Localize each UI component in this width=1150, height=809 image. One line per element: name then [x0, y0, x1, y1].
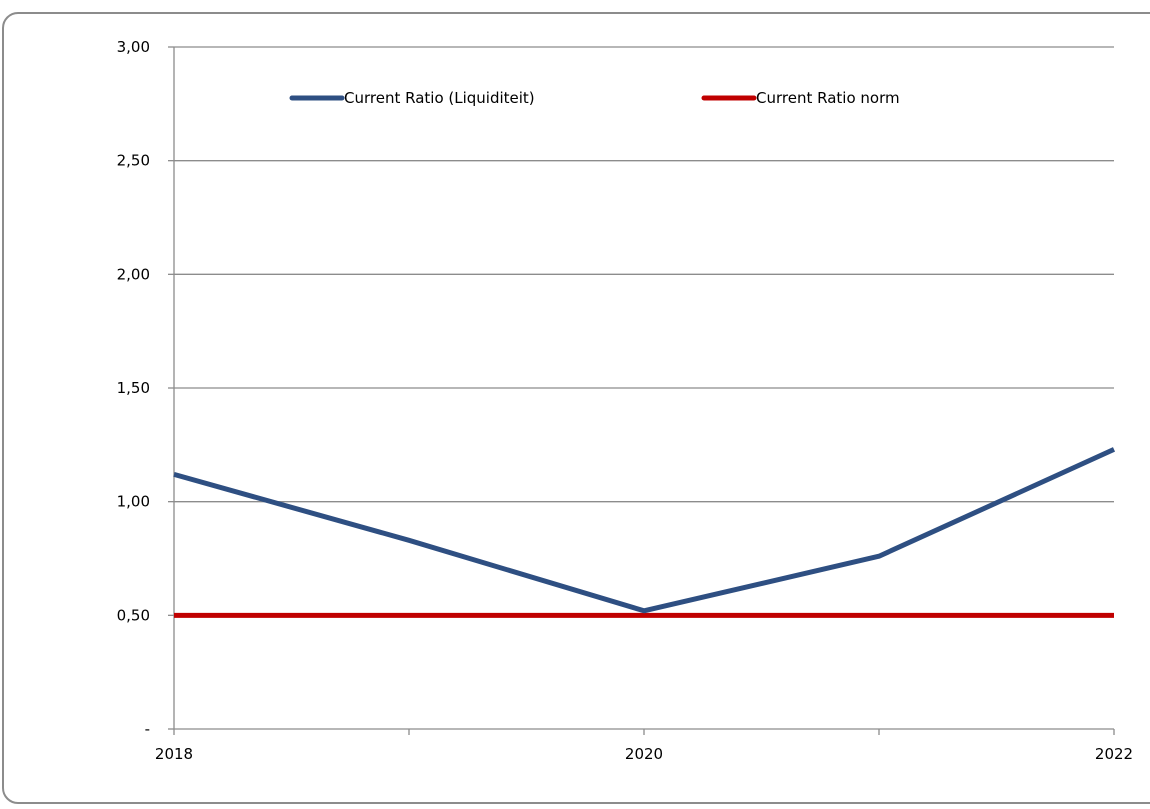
x-tick-label: 2022: [1095, 745, 1133, 763]
gridlines: [174, 46, 1114, 616]
y-tick-label: -: [145, 720, 150, 738]
legend: Current Ratio (Liquiditeit) Current Ratio…: [289, 89, 900, 107]
series-lines: [173, 447, 1116, 618]
y-tick-label: 1,50: [117, 379, 150, 397]
x-tick-label: 2018: [155, 745, 193, 763]
y-tick-label: 2,00: [117, 265, 150, 283]
y-tick-label: 3,00: [117, 38, 150, 56]
x-axis-ticks: 2018 2020 2022: [155, 729, 1133, 763]
y-tick-label: 1,00: [117, 493, 150, 511]
y-tick-label: 2,50: [117, 152, 150, 170]
y-axis-ticks: - 0,50 1,00 1,50 2,00 2,50 3,00: [117, 38, 174, 738]
x-tick-label: 2020: [625, 745, 663, 763]
legend-label: Current Ratio norm: [756, 89, 900, 107]
y-tick-label: 0,50: [117, 606, 150, 624]
chart-frame: [2, 12, 1150, 804]
series-line: [173, 447, 1116, 614]
legend-label: Current Ratio (Liquiditeit): [344, 89, 535, 107]
